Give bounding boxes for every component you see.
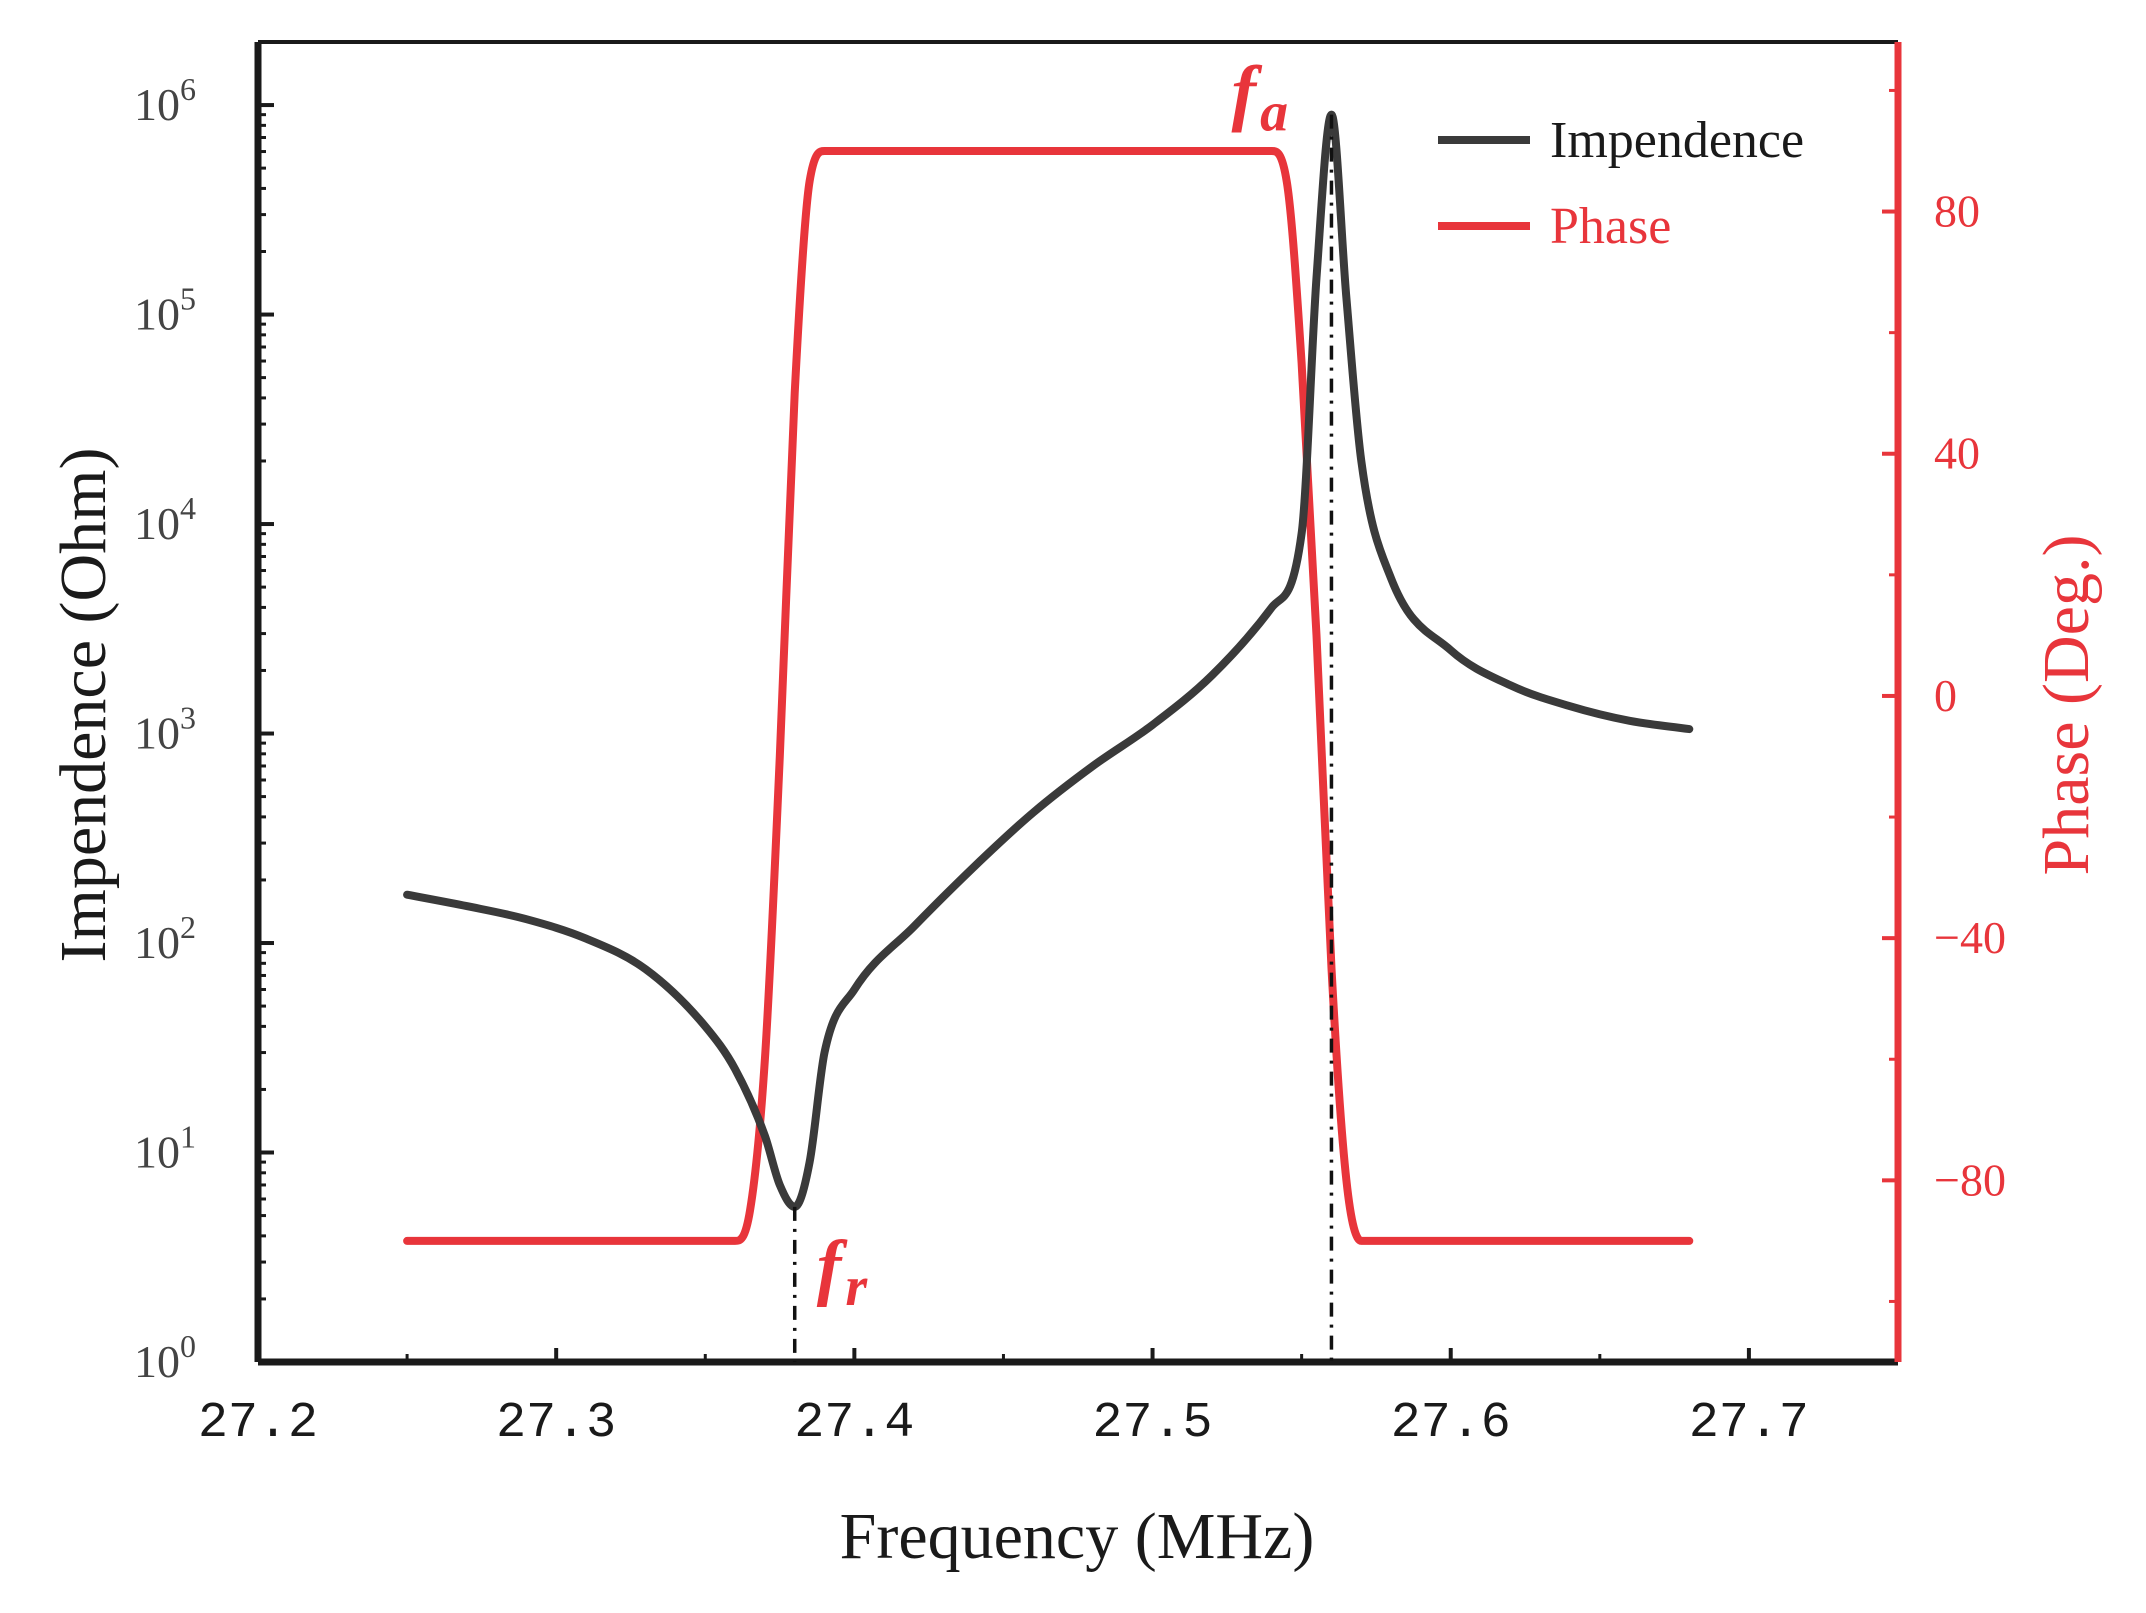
- left-y-tick-label: 106: [134, 71, 196, 130]
- right-y-axis-label: Phase (Deg.): [2030, 535, 2103, 876]
- x-axis-label: Frequency (MHz): [840, 1500, 1315, 1573]
- legend-label-impendence: Impendence: [1550, 112, 1804, 169]
- left-y-tick-label: 102: [134, 909, 196, 968]
- series-line-impendence: [407, 115, 1689, 1207]
- series-line-phase: [407, 151, 1689, 1241]
- x-tick-label: 27.4: [794, 1395, 914, 1452]
- right-y-tick-label: −40: [1934, 912, 2006, 963]
- right-y-tick-label: −80: [1934, 1154, 2006, 1205]
- x-tick-label: 27.3: [496, 1395, 616, 1452]
- x-tick-label: 27.2: [198, 1395, 318, 1452]
- left-y-tick-label: 101: [134, 1119, 196, 1178]
- annotation-fr: fr: [817, 1226, 869, 1318]
- left-y-axis-label: Impendence (Ohm): [47, 448, 120, 963]
- left-y-tick-label: 104: [134, 490, 196, 549]
- x-tick-label: 27.5: [1093, 1395, 1213, 1452]
- left-y-tick-label: 103: [134, 700, 196, 759]
- left-y-tick-label: 105: [134, 281, 196, 340]
- right-y-tick-label: 0: [1934, 670, 1957, 721]
- x-tick-label: 27.7: [1689, 1395, 1809, 1452]
- legend-label-phase: Phase: [1550, 198, 1671, 255]
- left-y-tick-label: 100: [134, 1328, 196, 1387]
- right-y-tick-label: 80: [1934, 186, 1980, 237]
- x-tick-label: 27.6: [1391, 1395, 1511, 1452]
- annotation-fa: fa: [1231, 52, 1288, 144]
- right-y-tick-label: 40: [1934, 428, 1980, 479]
